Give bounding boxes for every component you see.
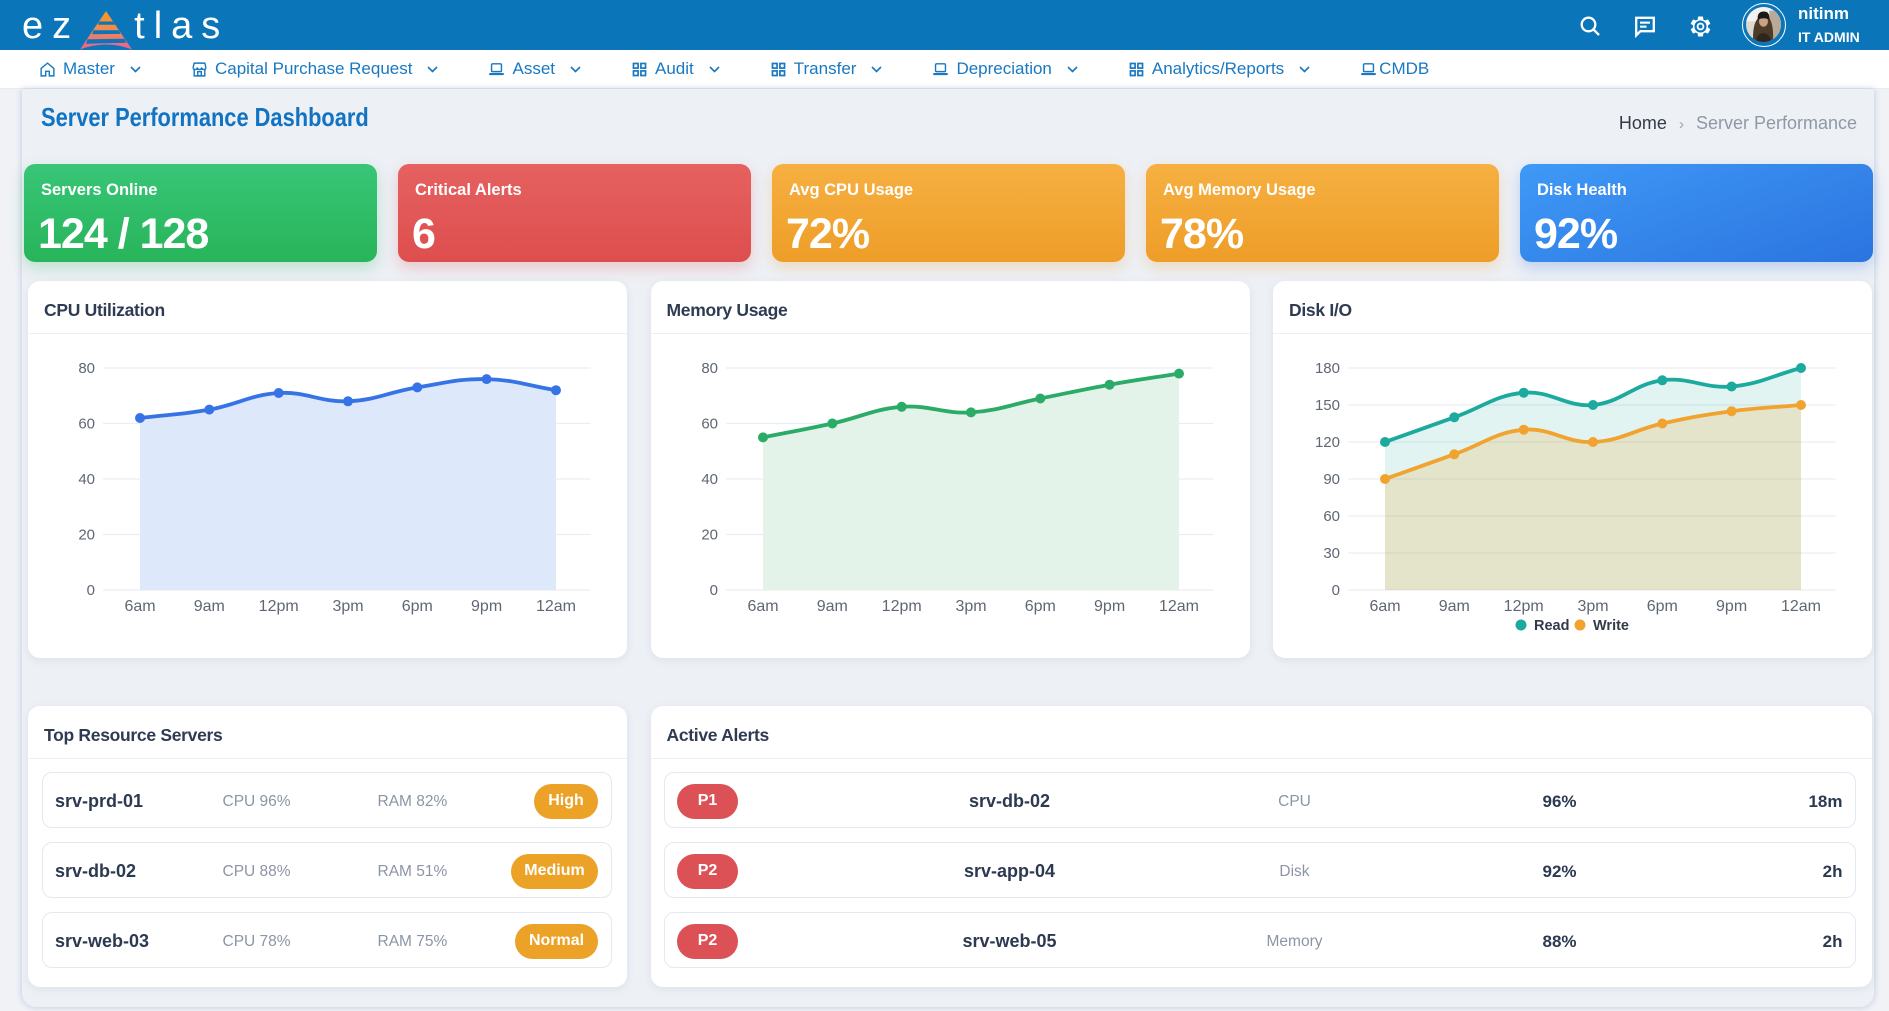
svg-text:60: 60 bbox=[701, 416, 718, 433]
svg-text:12am: 12am bbox=[1158, 598, 1198, 615]
svg-text:40: 40 bbox=[701, 471, 718, 488]
svg-text:12am: 12am bbox=[1781, 598, 1821, 615]
svg-text:6am: 6am bbox=[1369, 598, 1400, 615]
svg-text:60: 60 bbox=[1323, 508, 1340, 525]
svg-text:Write: Write bbox=[1593, 618, 1629, 634]
svg-text:120: 120 bbox=[1315, 434, 1340, 451]
svg-text:0: 0 bbox=[1332, 582, 1340, 599]
svg-text:9am: 9am bbox=[194, 598, 225, 615]
svg-text:3pm: 3pm bbox=[1577, 598, 1608, 615]
svg-text:3pm: 3pm bbox=[332, 598, 363, 615]
svg-text:6pm: 6pm bbox=[1024, 598, 1055, 615]
svg-text:9pm: 9pm bbox=[1716, 598, 1747, 615]
svg-text:6am: 6am bbox=[747, 598, 778, 615]
svg-text:12am: 12am bbox=[536, 598, 576, 615]
svg-text:9pm: 9pm bbox=[1094, 598, 1125, 615]
svg-text:9am: 9am bbox=[816, 598, 847, 615]
svg-text:80: 80 bbox=[78, 360, 95, 377]
svg-text:6pm: 6pm bbox=[402, 598, 433, 615]
svg-text:180: 180 bbox=[1315, 360, 1340, 377]
svg-text:20: 20 bbox=[701, 527, 718, 544]
svg-text:Read: Read bbox=[1534, 618, 1569, 634]
svg-text:12pm: 12pm bbox=[881, 598, 921, 615]
svg-text:9pm: 9pm bbox=[471, 598, 502, 615]
svg-text:6am: 6am bbox=[124, 598, 155, 615]
svg-text:80: 80 bbox=[701, 360, 718, 377]
svg-text:0: 0 bbox=[709, 582, 717, 599]
svg-text:90: 90 bbox=[1323, 471, 1340, 488]
svg-text:9am: 9am bbox=[1439, 598, 1470, 615]
svg-text:12pm: 12pm bbox=[259, 598, 299, 615]
svg-text:40: 40 bbox=[78, 471, 95, 488]
svg-text:0: 0 bbox=[87, 582, 95, 599]
svg-text:20: 20 bbox=[78, 527, 95, 544]
svg-text:150: 150 bbox=[1315, 397, 1340, 414]
svg-text:60: 60 bbox=[78, 416, 95, 433]
svg-text:30: 30 bbox=[1323, 545, 1340, 562]
svg-text:3pm: 3pm bbox=[955, 598, 986, 615]
svg-text:12pm: 12pm bbox=[1504, 598, 1544, 615]
svg-text:6pm: 6pm bbox=[1647, 598, 1678, 615]
